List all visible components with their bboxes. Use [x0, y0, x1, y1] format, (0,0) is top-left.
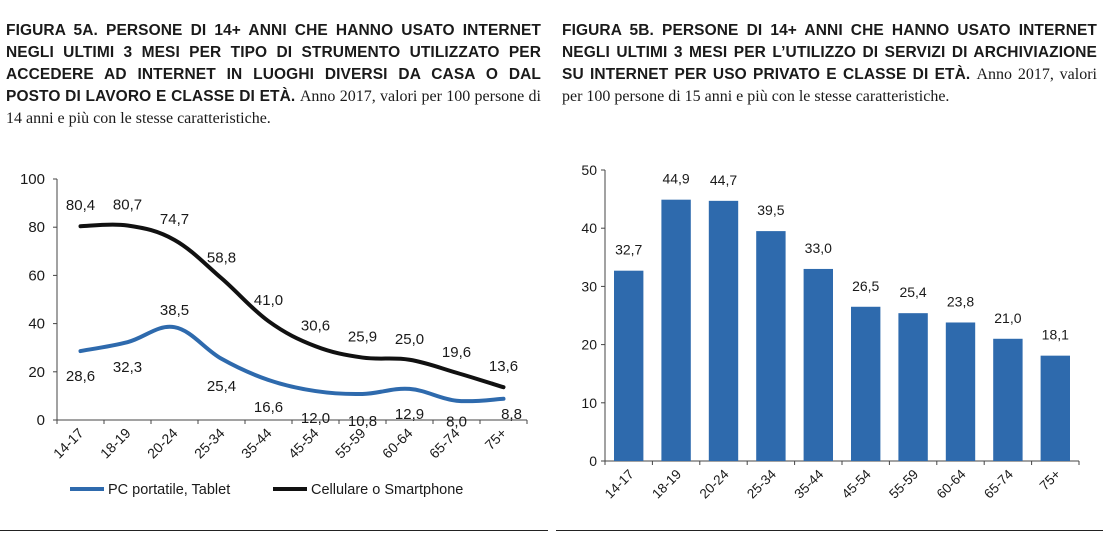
chart-a-x-tick-label: 45-54	[285, 425, 322, 462]
chart-a-legend-label: PC portatile, Tablet	[108, 482, 230, 498]
chart-b-x-tick-label: 65-74	[981, 466, 1016, 501]
chart-a-y-tick-label: 80	[28, 219, 45, 236]
chart-a-data-label: 25,9	[348, 329, 377, 346]
chart-b-y-tick-label: 40	[581, 220, 597, 236]
chart-a-data-label: 32,3	[113, 359, 142, 376]
chart-b-y-tick-label: 30	[581, 278, 597, 294]
chart-a-y-tick-label: 20	[28, 364, 45, 381]
chart-b-bar	[945, 322, 976, 461]
bottom-rule-right	[556, 530, 1103, 531]
chart-a-data-label: 25,0	[395, 331, 424, 348]
chart-b-bar	[993, 338, 1023, 461]
chart-b-y-tick-label: 20	[581, 337, 597, 353]
chart-a-series-line	[78, 324, 506, 404]
chart-a-data-label: 38,5	[160, 302, 189, 319]
chart-b-x-tick-label: 45-54	[839, 466, 874, 501]
chart-b-x-tick-label: 20-24	[697, 466, 732, 501]
chart-b-y-tick-label: 10	[581, 395, 597, 411]
chart-a-data-label: 41,0	[254, 292, 283, 309]
chart-b-x-tick-label: 25-34	[744, 466, 779, 501]
chart-a-data-label: 74,7	[160, 211, 189, 228]
figure-b-subtitle: Anno 2017, valori per 100 persone di 15 …	[562, 66, 1098, 105]
chart-b-data-label: 32,7	[615, 242, 642, 258]
chart-b-bar	[708, 200, 739, 461]
chart-a-data-label: 12,0	[301, 410, 330, 427]
chart-a-x-tick-label: 55-59	[332, 425, 369, 462]
chart-a-data-label: 58,8	[207, 249, 236, 266]
chart-a-x-tick-label: 18-19	[97, 425, 134, 462]
chart-b-x-tick-label: 35-44	[791, 466, 826, 501]
chart-b-data-label: 44,7	[710, 172, 737, 188]
bottom-rule-left	[0, 530, 548, 531]
chart-a-data-label: 10,8	[348, 413, 377, 430]
chart-b-bar	[614, 270, 644, 461]
chart-a-data-label: 80,7	[113, 197, 142, 214]
chart-a-data-label: 8,0	[446, 414, 467, 431]
chart-b-data-label: 44,9	[662, 171, 689, 187]
chart-b-bar	[756, 231, 786, 461]
chart-b-bar	[1040, 355, 1070, 461]
chart-a-x-tick-label: 60-64	[379, 425, 416, 462]
chart-a-data-label: 25,4	[207, 378, 236, 395]
chart-b-x-tick-label: 14-17	[602, 467, 637, 502]
figure-a-caption: FIGURA 5A. PERSONE DI 14+ ANNI CHE HANNO…	[6, 20, 541, 130]
chart-a-x-tick-label: 20-24	[144, 425, 181, 462]
chart-a-y-tick-label: 100	[20, 171, 45, 188]
chart-a-legend-label: Cellulare o Smartphone	[311, 482, 463, 498]
chart-a-y-tick-label: 0	[37, 412, 45, 429]
chart-a-x-tick-label: 14-17	[50, 425, 87, 462]
chart-b-data-label: 25,4	[899, 284, 926, 300]
chart-b-data-label: 26,5	[852, 278, 879, 294]
chart-a-data-label: 28,6	[66, 368, 95, 385]
chart-b-x-tick-label: 18-19	[649, 467, 684, 502]
chart-a-data-label: 13,6	[489, 358, 518, 375]
chart-b-data-label: 39,5	[757, 202, 784, 218]
chart-b-bar	[898, 313, 928, 461]
chart-b-data-label: 33,0	[805, 240, 832, 256]
chart-a-data-label: 16,6	[254, 399, 283, 416]
chart-b-x-tick-label: 55-59	[886, 467, 921, 502]
chart-b-bar	[851, 306, 881, 461]
chart-a-series-line	[78, 222, 506, 390]
chart-b-x-tick-label: 75+	[1037, 466, 1064, 493]
chart-a-data-label: 8,8	[501, 406, 522, 423]
chart-b-data-label: 23,8	[947, 293, 974, 309]
chart-b-bar	[803, 268, 833, 461]
chart-b-y-tick-label: 50	[581, 162, 597, 178]
chart-b-data-label: 18,1	[1042, 327, 1069, 343]
chart-b-data-label: 21,0	[994, 310, 1021, 326]
figure-a-subtitle: Anno 2017, valori per 100 persone di 14 …	[6, 88, 541, 127]
chart-a-x-tick-label: 25-34	[191, 425, 228, 462]
chart-a-x-tick-label: 35-44	[238, 425, 275, 462]
chart-b-bar	[661, 199, 691, 461]
chart-a-data-label: 30,6	[301, 317, 330, 334]
chart-a-data-label: 12,9	[395, 406, 424, 423]
chart-a-data-label: 80,4	[66, 197, 95, 214]
chart-a-y-tick-label: 40	[28, 316, 45, 333]
chart-a-y-tick-label: 60	[28, 267, 45, 284]
figure-b-title: FIGURA 5B. PERSONE DI 14+ ANNI CHE HANNO…	[562, 22, 1097, 83]
chart-b-y-tick-label: 0	[589, 453, 597, 469]
chart-b-x-tick-label: 60-64	[934, 466, 969, 501]
figure-b-caption: FIGURA 5B. PERSONE DI 14+ ANNI CHE HANNO…	[562, 20, 1097, 108]
figure-a-title: FIGURA 5A. PERSONE DI 14+ ANNI CHE HANNO…	[6, 22, 541, 105]
chart-a-data-label: 19,6	[442, 344, 471, 361]
chart-a-x-tick-label: 75+	[482, 425, 510, 453]
